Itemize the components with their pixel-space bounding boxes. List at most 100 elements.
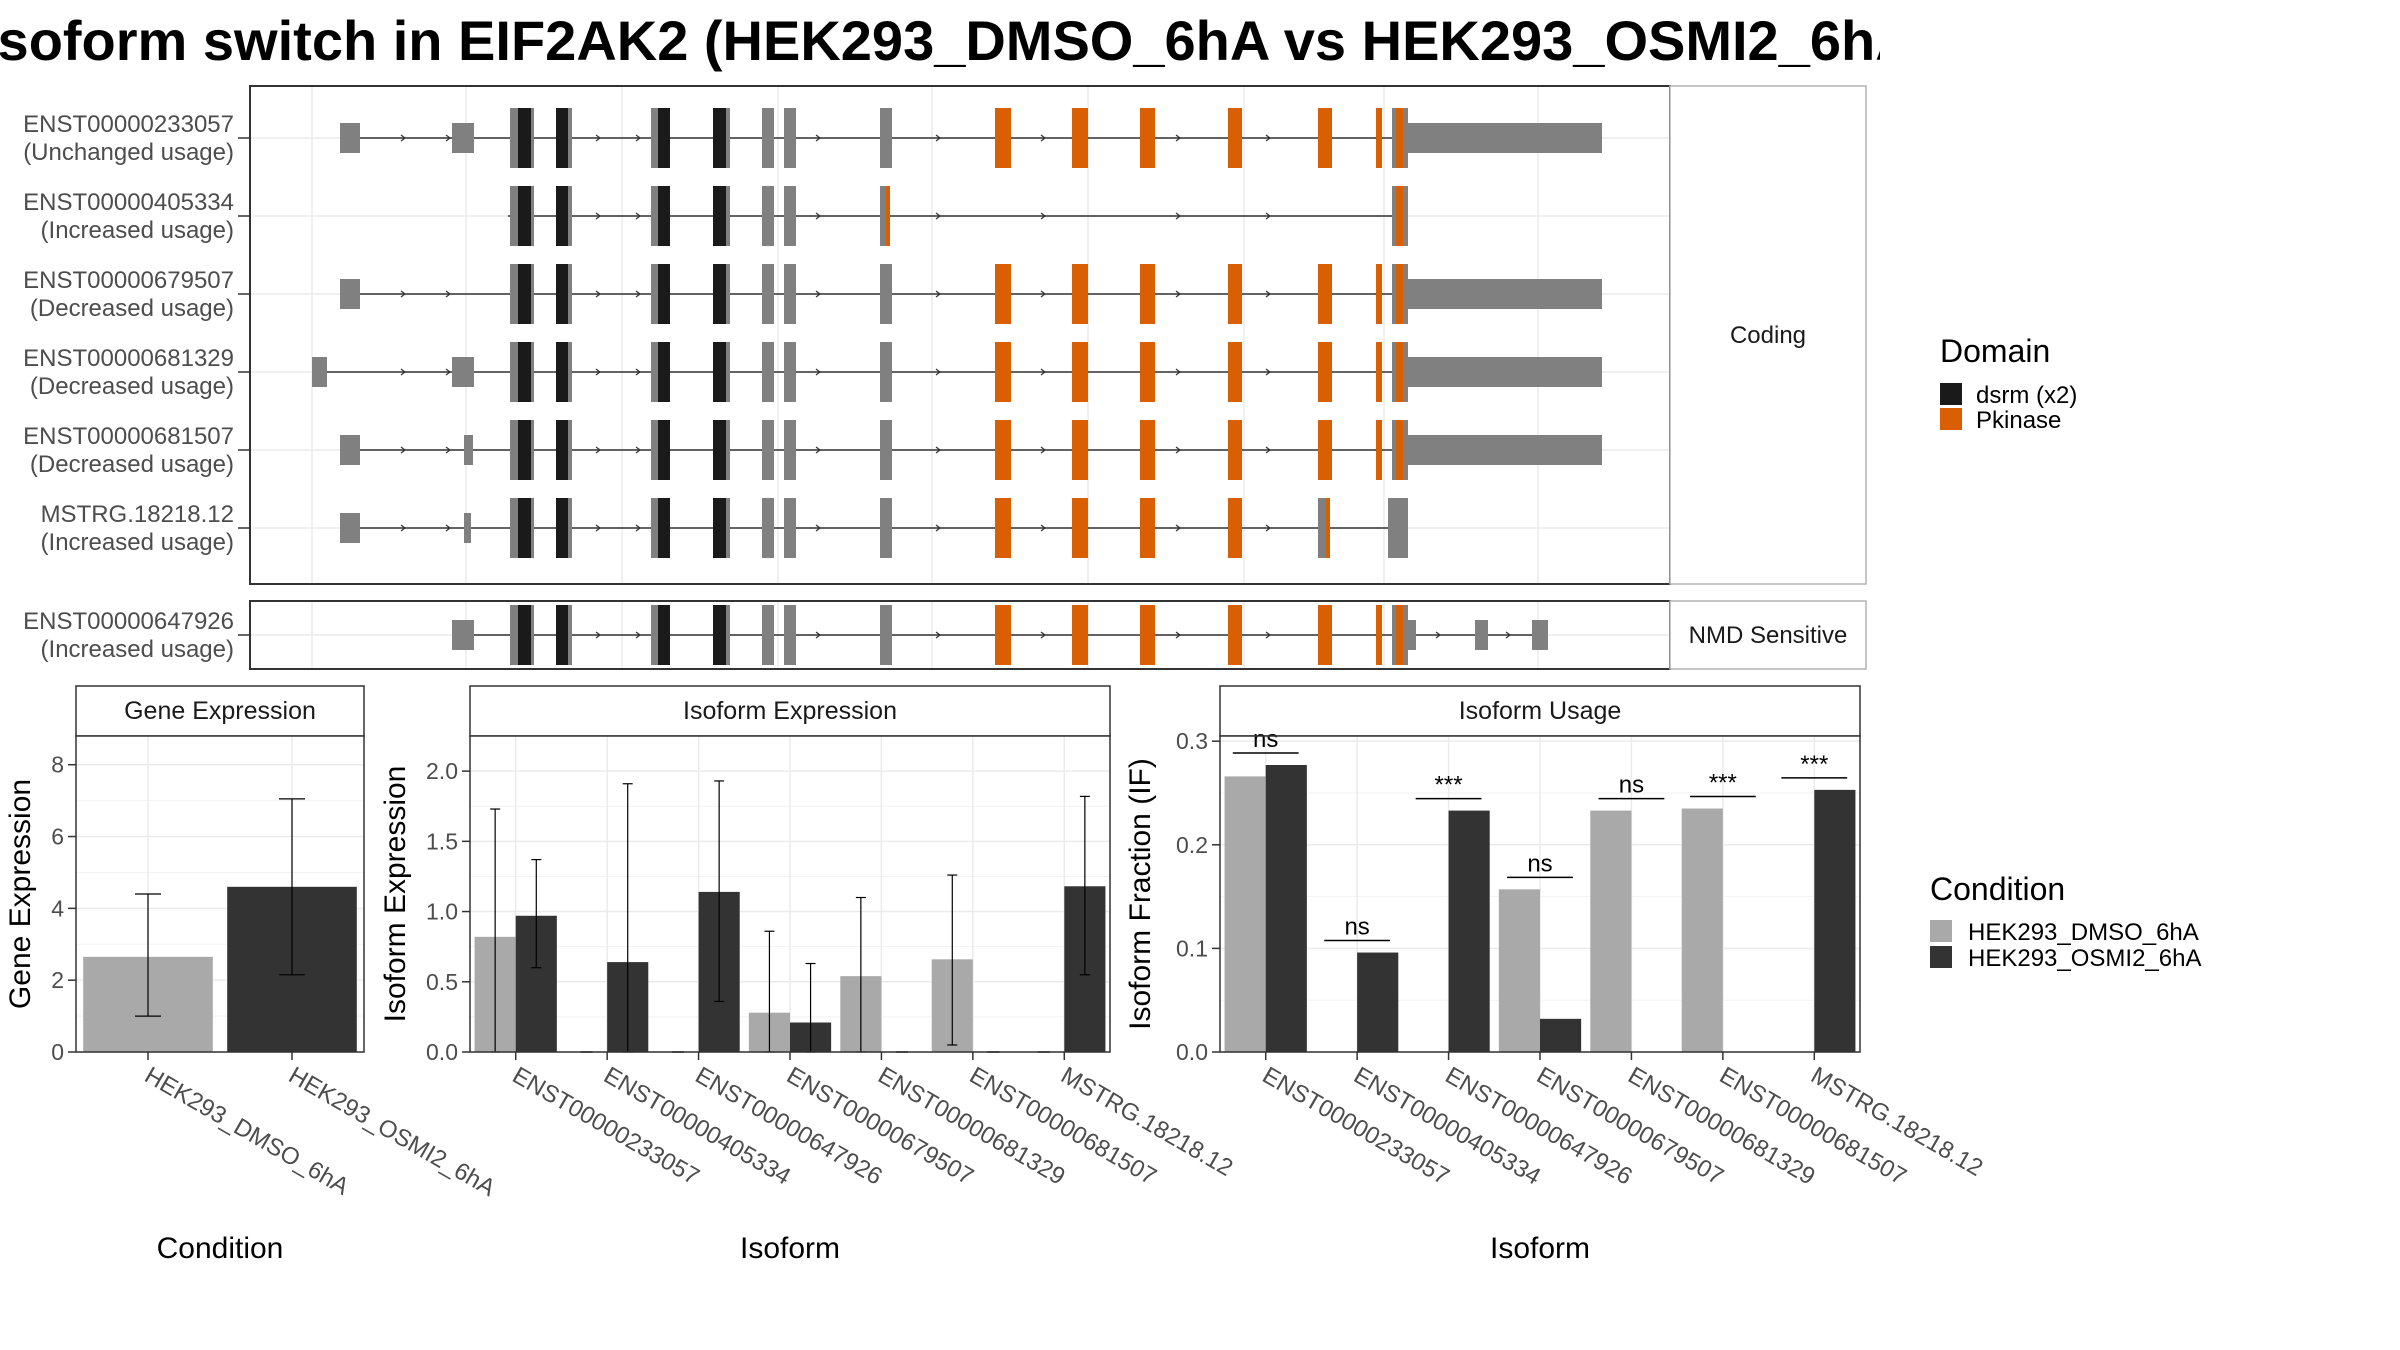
exon-block: [784, 498, 796, 558]
y-tick-label: 2.0: [426, 758, 458, 784]
intron-arrow: [935, 524, 941, 532]
exon-block: [510, 342, 518, 402]
exon-block: [340, 123, 360, 153]
exon-block: [510, 605, 518, 665]
pkinase-domain-block: [995, 420, 1011, 480]
dsrm-domain-block: [658, 420, 670, 480]
intron-arrow: [1175, 446, 1181, 454]
intron-arrow: [595, 446, 601, 454]
intron-arrow: [815, 212, 821, 220]
exon-block: [510, 264, 518, 324]
transcript-id-label: ENST00000647926: [23, 608, 234, 635]
exon-block: [510, 498, 518, 558]
bar: [1357, 952, 1399, 1052]
dsrm-domain-block: [518, 186, 531, 246]
exon-block: [784, 420, 796, 480]
dsrm-domain-block: [556, 420, 568, 480]
significance-label: ns: [1253, 726, 1278, 753]
exon-block: [726, 108, 730, 168]
exon-block: [510, 420, 518, 480]
y-tick-label: 6: [51, 824, 64, 850]
utr-block: [1408, 357, 1602, 387]
exon-block: [651, 420, 658, 480]
exon-block: [464, 513, 471, 543]
domain-legend: Domain dsrm (x2)Pkinase: [1940, 333, 2077, 434]
exon-block: [762, 605, 774, 665]
exon-block: [568, 605, 572, 665]
condition-legend-swatch-osmi: [1930, 946, 1952, 968]
dsrm-domain-block: [556, 342, 568, 402]
intron-arrow: [595, 212, 601, 220]
exon-block: [784, 264, 796, 324]
intron-arrow: [1040, 290, 1046, 298]
intron-arrow: [815, 134, 821, 142]
pkinase-domain-block: [1072, 420, 1088, 480]
intron-arrow: [1265, 446, 1271, 454]
exon-block: [880, 342, 892, 402]
exon-block: [762, 342, 774, 402]
intron-arrow: [445, 446, 451, 454]
dsrm-domain-block: [658, 498, 670, 558]
exon-block: [312, 357, 327, 387]
exon-block: [651, 186, 658, 246]
significance-label: ns: [1527, 850, 1552, 877]
pkinase-domain-block: [1318, 108, 1332, 168]
condition-legend-label: HEK293_OSMI2_6hA: [1968, 945, 2201, 972]
pkinase-domain-block: [1072, 605, 1088, 665]
exon-block: [531, 605, 534, 665]
pkinase-domain-block: [1376, 342, 1382, 402]
y-tick-label: 1.0: [426, 899, 458, 925]
transcript-usage-label: (Increased usage): [41, 529, 234, 556]
bar: [1265, 765, 1307, 1052]
intron-arrow: [400, 134, 406, 142]
intron-arrow: [815, 631, 821, 639]
utr-block: [1475, 620, 1488, 650]
intron-arrow: [595, 524, 601, 532]
intron-arrow: [400, 524, 406, 532]
dsrm-domain-block: [713, 264, 726, 324]
intron-arrow: [815, 290, 821, 298]
exon-block: [762, 108, 774, 168]
exon-block: [726, 342, 730, 402]
x-axis-title: Isoform: [1490, 1232, 1590, 1265]
dsrm-domain-block: [658, 264, 670, 324]
intron-arrow: [1175, 368, 1181, 376]
y-axis-title: Gene Expression: [4, 779, 37, 1009]
figure-title-text: Isoform switch in EIF2AK2 (HEK293_DMSO_6…: [0, 9, 1880, 72]
exon-block: [651, 108, 658, 168]
isoform-expression-panel: Isoform Expression0.00.51.01.52.0ENST000…: [379, 685, 1237, 1265]
exon-block: [880, 420, 892, 480]
dsrm-domain-block: [658, 108, 670, 168]
y-tick-label: 0.0: [1176, 1039, 1208, 1065]
pkinase-domain-block: [886, 186, 890, 246]
exon-block: [568, 420, 572, 480]
intron-arrow: [1175, 290, 1181, 298]
exon-block: [510, 186, 518, 246]
exon-block: [340, 513, 360, 543]
significance-label: ***: [1435, 772, 1463, 799]
pkinase-domain-block: [1396, 186, 1403, 246]
significance-label: ***: [1800, 751, 1828, 778]
pkinase-domain-block: [1396, 605, 1403, 665]
intron-arrow: [1040, 368, 1046, 376]
exon-block: [762, 498, 774, 558]
pkinase-domain-block: [995, 108, 1011, 168]
transcript-usage-label: (Increased usage): [41, 636, 234, 663]
intron-arrow: [935, 368, 941, 376]
exon-block: [651, 342, 658, 402]
exon-block: [452, 123, 474, 153]
exon-block: [568, 264, 572, 324]
bar: [1224, 776, 1266, 1052]
pkinase-domain-block: [1318, 420, 1332, 480]
y-axis-title: Isoform Fraction (IF): [1124, 758, 1157, 1030]
y-axis-title: Isoform Expression: [379, 766, 412, 1023]
bar: [1498, 889, 1540, 1052]
x-axis-title: Condition: [157, 1232, 284, 1265]
intron-arrow: [445, 290, 451, 298]
exon-block: [452, 357, 474, 387]
facet-strip-label: Coding: [1730, 322, 1806, 349]
exon-block: [531, 186, 534, 246]
exon-block: [1318, 498, 1326, 558]
panel-strip: [469, 685, 1111, 737]
